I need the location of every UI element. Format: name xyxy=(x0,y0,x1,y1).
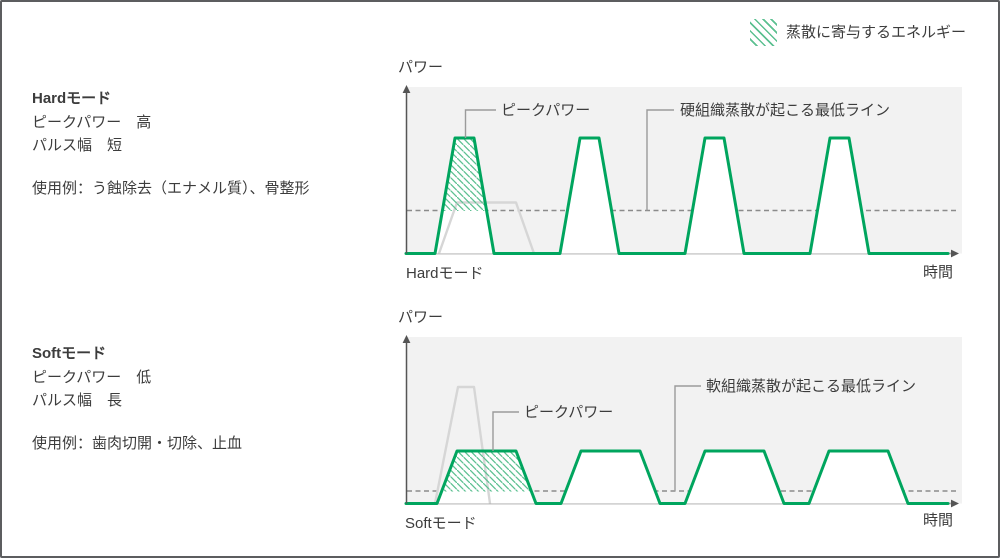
threshold-leader-line xyxy=(646,109,674,211)
hard-threshold-label: 硬組織蒸散が起こる最低ライン xyxy=(680,102,890,119)
soft-usage-examples: 使用例：歯肉切開・切除、止血 xyxy=(32,434,243,452)
x-axis-label: 時間 xyxy=(923,264,953,281)
y-axis-label: パワー xyxy=(398,309,443,326)
hard-mode-info: Hardモード ピークパワー 高 パルス幅 短 使用例：う蝕除去（エナメル質）、… xyxy=(32,87,310,200)
soft-peak-power-line: ピークパワー 低 xyxy=(32,368,152,386)
hard-mode-title: Hardモード xyxy=(32,90,112,107)
soft-mode-title: Softモード xyxy=(32,345,107,362)
soft-mode-chart: ピークパワー 軟組織蒸散が起こる最低ライン パワー 時間 Softモード xyxy=(398,309,962,532)
hard-usage-examples: 使用例：う蝕除去（エナメル質）、骨整形 xyxy=(32,179,310,197)
y-axis-label: パワー xyxy=(398,59,443,76)
soft-pulse-width-line: パルス幅 長 xyxy=(32,392,123,409)
hard-mode-chart: ピークパワー 硬組織蒸散が起こる最低ライン パワー 時間 Hardモード xyxy=(398,59,962,282)
hard-power-waveform xyxy=(404,136,950,255)
y-axis-arrow-icon xyxy=(402,335,411,343)
legend: 蒸散に寄与するエネルギー xyxy=(750,19,966,46)
soft-mode-axis-label: Softモード xyxy=(405,515,477,532)
y-axis-arrow-icon xyxy=(402,85,411,93)
hard-ghost-pulse xyxy=(433,385,492,504)
soft-mode-info: Softモード ピークパワー 低 パルス幅 長 使用例：歯肉切開・切除、止血 xyxy=(32,342,242,455)
plot-area xyxy=(406,87,962,254)
peak-power-label: ピークパワー xyxy=(524,404,613,421)
peak-power-leader-line xyxy=(492,411,519,451)
x-axis-arrow-icon xyxy=(951,249,959,258)
hard-mode-axis-label: Hardモード xyxy=(406,265,484,282)
hard-pulse-width-line: パルス幅 短 xyxy=(32,137,123,154)
hatch-swatch-icon xyxy=(750,19,777,46)
soft-threshold-label: 軟組織蒸散が起こる最低ライン xyxy=(706,378,916,395)
hard-peak-power-line: ピークパワー 高 xyxy=(32,113,152,131)
threshold-leader-line xyxy=(674,385,701,491)
peak-power-leader-line xyxy=(464,109,496,138)
legend-label: 蒸散に寄与するエネルギー xyxy=(786,24,967,41)
x-axis-label: 時間 xyxy=(923,512,953,529)
pulse-fills xyxy=(435,138,869,254)
soft-power-waveform xyxy=(404,449,950,505)
peak-power-label: ピークパワー xyxy=(501,102,590,119)
x-axis-arrow-icon xyxy=(951,499,959,508)
